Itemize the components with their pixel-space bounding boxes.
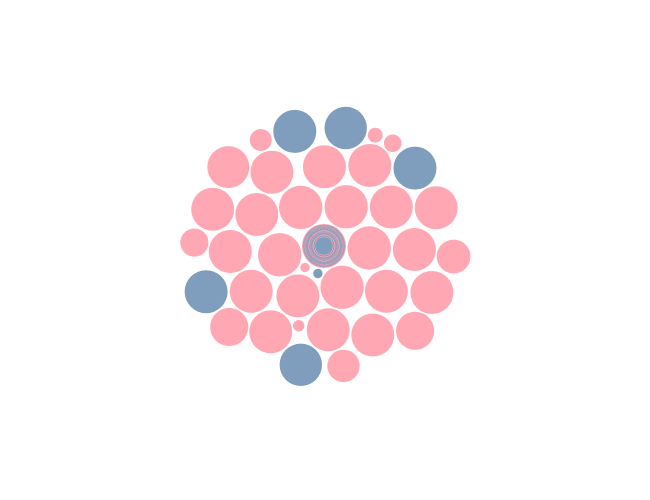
bubble-series-1-point-31[interactable] [313,268,323,279]
bubble-series-0-point-38[interactable] [210,307,249,347]
bubble-series-0-point-0[interactable] [276,274,320,318]
bubble-series-0-point-12[interactable] [208,230,252,273]
bubble-series-0-point-9[interactable] [229,269,273,313]
bubble-series-1-point-0[interactable] [393,146,437,190]
bubble-series-0-point-8[interactable] [302,145,346,189]
bubble-series-0-point-15[interactable] [320,265,364,309]
bubble-series-0-point-55[interactable] [327,349,360,383]
bubble-series-1-point-2[interactable] [184,270,228,314]
bubble-series-0-point-21[interactable] [414,186,458,230]
bubble-series-0-point-6[interactable] [364,269,408,313]
bubble-series-1-point-5[interactable] [324,106,367,150]
bubble-series-0-point-72[interactable] [180,228,209,257]
bubble-series-0-point-16[interactable] [249,310,293,354]
bubble-series-0-point-19[interactable] [191,187,235,231]
bubble-series-0-point-92[interactable] [367,127,383,143]
bubble-series-0-point-10[interactable] [306,308,350,352]
bubble-series-0-point-84[interactable] [249,129,272,151]
bubble-series-0-point-4[interactable] [369,185,413,229]
bubble-series-0-point-22[interactable] [207,146,250,189]
bubble-series-0-point-20[interactable] [410,271,454,314]
bubble-series-0-point-90[interactable] [383,134,402,153]
bubble-group [180,106,471,386]
bubble-series-0-point-11[interactable] [392,228,436,271]
bubble-series-0-point-94[interactable] [300,262,310,273]
bubble-series-0-point-13[interactable] [250,150,294,194]
bubble-series-0-point-1[interactable] [258,233,302,277]
bubble-series-0-point-40[interactable] [396,311,435,350]
bubble-series-0-point-93[interactable] [293,320,305,332]
bubble-series-0-point-5[interactable] [279,185,323,230]
bubble-series-0-point-2[interactable] [235,193,279,236]
bubble-series-0-point-3[interactable] [347,226,391,270]
bubble-series-1-point-30[interactable] [315,237,333,255]
bubble-series-0-point-51[interactable] [436,239,471,274]
bubble-series-0-point-14[interactable] [348,144,392,187]
bubble-series-1-point-6[interactable] [279,343,322,386]
bubble-series-0-point-7[interactable] [324,185,368,229]
bubble-series-1-point-1[interactable] [273,109,317,153]
bubble-series-0-point-17[interactable] [351,313,395,357]
